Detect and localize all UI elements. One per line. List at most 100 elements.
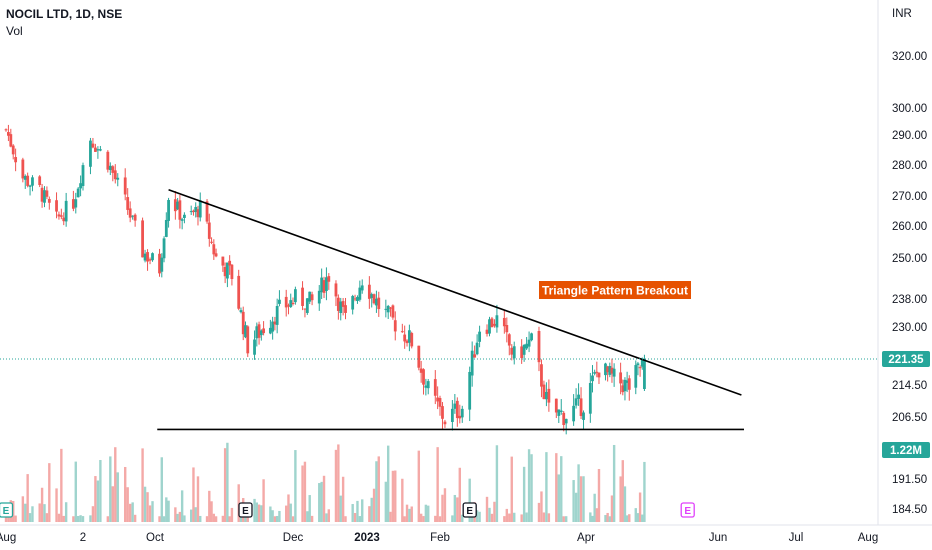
candle-body [453, 403, 457, 409]
price-tick-label: 300.00 [892, 103, 927, 115]
candle-body [76, 188, 80, 198]
volume-bar [12, 500, 15, 522]
volume-bar [377, 456, 380, 522]
candle-body [113, 170, 117, 180]
volume-bar [593, 493, 596, 522]
time-tick-label: Dec [283, 532, 304, 544]
candle-body [160, 257, 164, 272]
volume-bar [291, 516, 295, 522]
candle-body [325, 277, 328, 291]
candle-body [559, 410, 563, 412]
volume-bar [208, 490, 211, 522]
volume-bar [158, 516, 161, 522]
volume-bar [91, 506, 95, 522]
volume-bar [530, 454, 533, 522]
candle-body [228, 260, 232, 266]
candle-body [577, 394, 580, 399]
volume-bar [148, 505, 152, 522]
candle-body [141, 220, 144, 258]
volume-bar [271, 510, 274, 522]
candle-body [198, 200, 202, 218]
candle-body [460, 408, 464, 418]
candle-body [9, 134, 13, 147]
volume-bar [228, 516, 231, 522]
candle-body [502, 317, 506, 327]
time-axis[interactable]: Aug 2 Oct Dec 2023 Feb Apr Jun Jul Aug [0, 532, 878, 544]
candle-body [582, 412, 585, 420]
volume-bar [141, 448, 144, 522]
candle-body [55, 200, 58, 212]
volume-bar [372, 488, 376, 522]
volume-bar [542, 512, 546, 522]
earnings-marker-icon[interactable]: E [680, 502, 695, 518]
candle-body [40, 187, 44, 202]
candle-body [367, 284, 371, 299]
candle-body [239, 310, 243, 313]
candle-body [436, 397, 440, 402]
volume-bar [619, 476, 622, 522]
volume-bar [401, 478, 404, 522]
volume-bar [597, 468, 601, 522]
candle-body [43, 190, 46, 203]
earnings-marker-icon[interactable]: E [238, 502, 253, 518]
volume-bar [403, 516, 406, 522]
candle-body [520, 346, 524, 359]
candle-body [384, 308, 388, 310]
candle-body [579, 398, 583, 416]
candle-body [207, 222, 211, 239]
candle-body [522, 344, 526, 355]
resistance-trendline[interactable] [168, 189, 742, 396]
last-price-label: 221.35 [882, 351, 930, 367]
volume-bar [610, 495, 614, 522]
candle-body [275, 305, 279, 325]
candle-body [176, 201, 180, 210]
candle-body [305, 298, 309, 313]
candle-body [273, 321, 277, 325]
volume-bar [443, 488, 447, 522]
volume-bar [327, 509, 331, 522]
candle-body [606, 366, 610, 373]
volume-bar [438, 516, 442, 522]
candle-body [417, 345, 421, 368]
volume-indicator-label[interactable]: Vol [6, 24, 23, 38]
candle-body [255, 326, 259, 339]
volume-bar [96, 480, 100, 522]
volume-bar [508, 513, 511, 522]
volume-bar [55, 488, 58, 522]
candle-body [545, 391, 548, 400]
volume-bar [353, 512, 357, 522]
candle-body [475, 342, 479, 355]
volume-bar [28, 513, 32, 522]
triangle-breakout-annotation[interactable]: Triangle Pattern Breakout [539, 281, 691, 299]
volume-bar [226, 442, 229, 522]
volume-bar [109, 456, 112, 522]
earnings-marker-icon[interactable]: E [462, 502, 477, 518]
candle-body [123, 177, 127, 195]
candle-body [167, 199, 170, 221]
earnings-marker-icon[interactable]: E [0, 502, 14, 518]
volume-bar [64, 502, 68, 522]
candle-body [143, 253, 147, 261]
candle-body [320, 277, 324, 293]
candle-body [71, 199, 75, 209]
candle-body [619, 372, 623, 384]
volume-bar [194, 507, 197, 522]
candle-body [455, 400, 459, 419]
volume-bar [192, 467, 195, 522]
candle-body [507, 334, 511, 346]
candle-body [31, 177, 34, 186]
candle-body [351, 296, 355, 310]
candle-body [196, 209, 200, 218]
volume-bar [503, 516, 506, 522]
volume-bar [273, 516, 277, 522]
candle-body [192, 210, 195, 213]
volume-bar [257, 504, 261, 522]
candle-body [604, 363, 607, 376]
volume-bar [72, 516, 75, 522]
candle-body [597, 372, 601, 378]
candle-body [495, 315, 499, 328]
price-axis[interactable]: 320.00 300.00 290.00 280.00 270.00 260.00 250.… [892, 51, 927, 516]
candle-body [230, 264, 234, 279]
